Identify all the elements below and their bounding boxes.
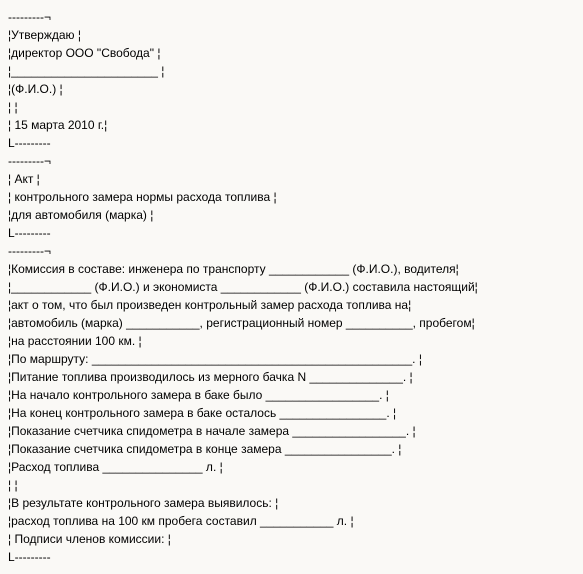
doc-line: ---------¬ bbox=[8, 242, 575, 260]
doc-line: ¦Утверждаю ¦ bbox=[8, 26, 575, 44]
document-body: ---------¬¦Утверждаю ¦¦директор ООО "Сво… bbox=[8, 8, 575, 566]
doc-line: ¦для автомобиля (марка) ¦ bbox=[8, 206, 575, 224]
doc-line: ¦Расход топлива _______________ л. ¦ bbox=[8, 458, 575, 476]
doc-line: ¦Питание топлива производилось из мерног… bbox=[8, 368, 575, 386]
doc-line: ¦____________ (Ф.И.О.) и экономиста ____… bbox=[8, 278, 575, 296]
doc-line: L--------- bbox=[8, 134, 575, 152]
doc-line: ¦Показание счетчика спидометра в конце з… bbox=[8, 440, 575, 458]
doc-line: ¦На начало контрольного замера в баке бы… bbox=[8, 386, 575, 404]
doc-line: ¦ Подписи членов комиссии: ¦ bbox=[8, 530, 575, 548]
doc-line: ¦на расстоянии 100 км. ¦ bbox=[8, 332, 575, 350]
doc-line: ¦По маршруту: __________________________… bbox=[8, 350, 575, 368]
doc-line: ¦акт о том, что был произведен контрольн… bbox=[8, 296, 575, 314]
doc-line: L--------- bbox=[8, 548, 575, 566]
doc-line: ¦расход топлива на 100 км пробега состав… bbox=[8, 512, 575, 530]
doc-line: ¦директор ООО "Свобода" ¦ bbox=[8, 44, 575, 62]
doc-line: ¦______________________ ¦ bbox=[8, 62, 575, 80]
doc-line: ¦ контрольного замера нормы расхода топл… bbox=[8, 188, 575, 206]
doc-line: ---------¬ bbox=[8, 8, 575, 26]
doc-line: ¦Комиссия в составе: инженера по транспо… bbox=[8, 260, 575, 278]
doc-line: ¦ Акт ¦ bbox=[8, 170, 575, 188]
doc-line: ¦автомобиль (марка) ___________, регистр… bbox=[8, 314, 575, 332]
doc-line: L--------- bbox=[8, 224, 575, 242]
doc-line: ¦ ¦ bbox=[8, 476, 575, 494]
doc-line: ¦В результате контрольного замера выявил… bbox=[8, 494, 575, 512]
doc-line: ¦ 15 марта 2010 г.¦ bbox=[8, 116, 575, 134]
doc-line: ¦Показание счетчика спидометра в начале … bbox=[8, 422, 575, 440]
doc-line: ¦ ¦ bbox=[8, 98, 575, 116]
doc-line: ---------¬ bbox=[8, 152, 575, 170]
doc-line: ¦(Ф.И.О.) ¦ bbox=[8, 80, 575, 98]
doc-line: ¦На конец контрольного замера в баке ост… bbox=[8, 404, 575, 422]
